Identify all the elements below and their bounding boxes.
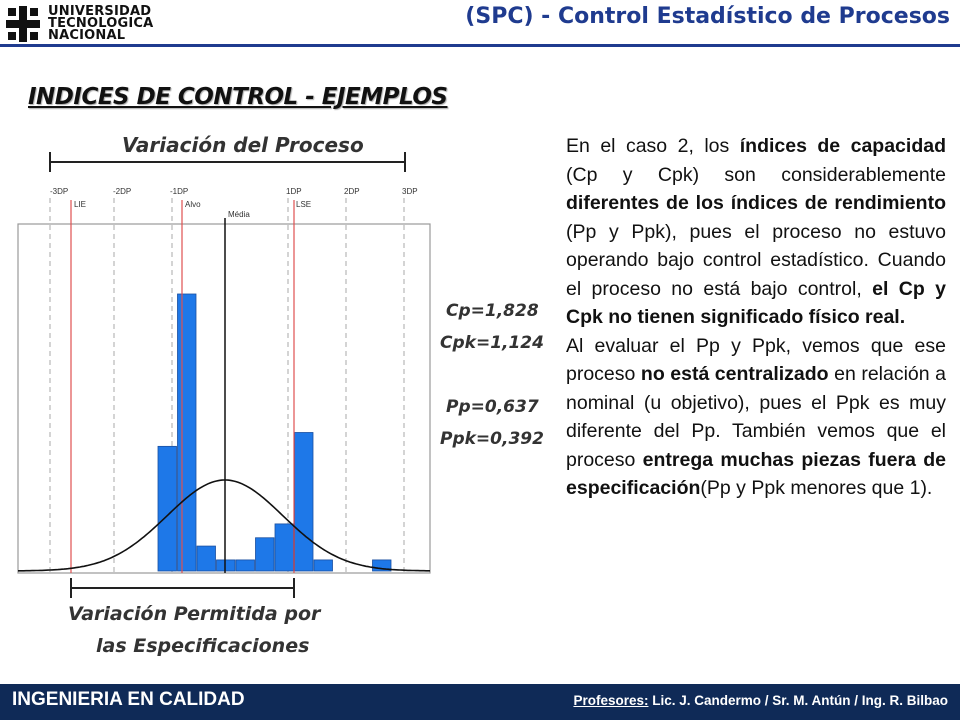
allowed-variation-label-2: las Especificaciones — [96, 635, 309, 657]
footer-bar: INGENIERIA EN CALIDAD Profesores: Lic. J… — [0, 684, 960, 720]
logo-line-1: UNIVERSIDAD — [48, 4, 152, 19]
ppk-value: Ppk=0,392 — [440, 429, 544, 449]
process-variation-label: Variación del Proceso — [122, 133, 364, 157]
histogram-bar — [313, 559, 333, 572]
histogram-bar — [177, 293, 197, 572]
professors: Profesores: Lic. J. Candermo / Sr. M. An… — [573, 693, 948, 708]
spec-label-alvo: Alvo — [185, 200, 201, 209]
header-title: (SPC) - Control Estadístico de Procesos — [465, 4, 950, 29]
dp-tick-label: -2DP — [113, 187, 131, 196]
dp-tick-label: 2DP — [344, 187, 360, 196]
pp-value: Pp=0,637 — [446, 397, 539, 417]
dp-tick-label: -1DP — [170, 187, 188, 196]
spec-labels: LIE Alvo LSE Média — [74, 200, 311, 219]
allowed-variation-label-1: Variación Permitida por — [68, 603, 322, 625]
histogram-bar — [157, 445, 177, 572]
histogram-bar — [294, 432, 314, 572]
capability-indices: Cp=1,828 Cpk=1,124 Pp=0,637 Ppk=0,392 — [440, 301, 544, 449]
logo-line-2: TECNOLOGICA — [48, 16, 154, 31]
utn-logo-icon — [6, 6, 40, 42]
dp-tick-labels: -3DP -2DP -1DP 1DP 2DP 3DP — [50, 187, 418, 196]
course-name: INGENIERIA EN CALIDAD — [12, 689, 245, 710]
process-variation-figure: Variación del Proceso -3DP -2DP -1DP 1DP… — [17, 133, 544, 657]
mean-label: Média — [228, 210, 250, 219]
university-logo: UNIVERSIDAD TECNOLOGICA NACIONAL — [6, 4, 166, 44]
cp-value: Cp=1,828 — [446, 301, 539, 321]
spec-lines — [70, 200, 295, 573]
spec-label-lie: LIE — [74, 200, 86, 209]
normal-curve — [18, 479, 430, 572]
section-title: INDICES DE CONTROL - EJEMPLOS — [28, 84, 448, 110]
histogram-bar — [255, 537, 275, 572]
histogram-bar — [235, 559, 255, 572]
header-divider — [0, 44, 960, 47]
logo-text: UNIVERSIDAD TECNOLOGICA NACIONAL — [48, 4, 154, 43]
dp-tick-label: 3DP — [402, 187, 418, 196]
logo-line-3: NACIONAL — [48, 28, 126, 43]
histogram-bar — [196, 545, 216, 572]
dp-tick-label: 1DP — [286, 187, 302, 196]
paragraph-2: Al evaluar el Pp y Ppk, vemos que ese pr… — [566, 334, 946, 500]
explanation-text: En el caso 2, los índices de capacidad (… — [566, 132, 946, 503]
histogram-bar — [274, 523, 294, 572]
histogram-bar — [372, 559, 392, 572]
dp-tick-label: -3DP — [50, 187, 68, 196]
spec-label-lse: LSE — [296, 200, 311, 209]
cpk-value: Cpk=1,124 — [440, 333, 544, 353]
paragraph-1: En el caso 2, los índices de capacidad (… — [566, 135, 947, 328]
plot-frame — [17, 223, 431, 574]
